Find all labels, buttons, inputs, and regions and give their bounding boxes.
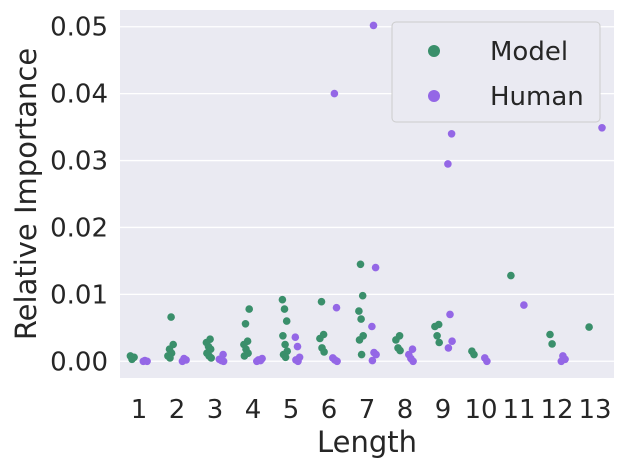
point-model xyxy=(317,297,326,306)
point-human xyxy=(446,310,454,319)
point-human xyxy=(219,357,228,366)
point-human xyxy=(448,337,456,346)
point-model xyxy=(126,352,135,360)
x-tick-label: 4 xyxy=(245,395,262,425)
point-model xyxy=(279,332,287,340)
point-human xyxy=(252,357,261,366)
point-human xyxy=(598,124,606,132)
legend-marker-model xyxy=(428,45,440,57)
point-model xyxy=(355,336,364,344)
point-human xyxy=(332,303,341,312)
x-tick-label: 5 xyxy=(283,395,300,425)
y-tick-label: 0.00 xyxy=(50,347,108,377)
x-tick-label: 6 xyxy=(321,395,338,425)
point-human xyxy=(178,357,187,366)
point-human xyxy=(291,333,300,342)
point-model xyxy=(316,334,324,343)
point-human xyxy=(293,342,302,351)
point-model xyxy=(240,352,249,360)
point-human xyxy=(408,345,417,354)
point-model xyxy=(507,271,515,280)
point-model xyxy=(167,313,175,321)
point-model xyxy=(357,315,365,323)
x-tick-label: 13 xyxy=(578,395,611,425)
x-tick-label: 8 xyxy=(397,395,414,425)
point-model xyxy=(357,350,366,359)
y-tick-label: 0.04 xyxy=(50,80,108,110)
point-human xyxy=(368,322,376,331)
x-tick-label: 11 xyxy=(502,395,535,425)
point-human xyxy=(372,350,380,359)
point-model xyxy=(281,353,290,362)
legend-label-model: Model xyxy=(490,37,568,67)
legend-marker-human xyxy=(428,90,440,102)
point-model xyxy=(320,348,328,356)
point-human xyxy=(330,89,339,98)
x-tick-labels: 1 2 3 4 5 6 7 8 9 10 11 12 13 xyxy=(131,395,612,425)
y-tick-labels: 0.00 0.01 0.02 0.03 0.04 0.05 xyxy=(50,13,108,378)
y-tick-label: 0.03 xyxy=(50,147,108,177)
point-model xyxy=(241,320,250,328)
point-model xyxy=(433,332,441,340)
point-human xyxy=(294,357,302,366)
point-model xyxy=(278,295,287,304)
y-tick-label: 0.02 xyxy=(50,213,108,243)
legend: Model Human xyxy=(391,21,601,123)
point-human xyxy=(483,357,491,366)
point-human xyxy=(333,357,341,366)
x-axis-title: Length xyxy=(317,425,417,459)
point-human xyxy=(139,357,148,366)
y-tick-label: 0.05 xyxy=(50,13,108,43)
point-model xyxy=(207,354,215,362)
x-tick-label: 10 xyxy=(464,395,497,425)
y-axis-title: Relative Importance xyxy=(9,48,43,340)
point-model xyxy=(358,291,367,300)
y-tick-label: 0.01 xyxy=(50,280,108,310)
x-tick-label: 9 xyxy=(435,395,452,425)
point-human xyxy=(368,356,377,365)
point-model xyxy=(546,330,554,339)
point-model xyxy=(356,260,365,269)
point-model xyxy=(282,317,291,325)
point-model xyxy=(245,305,253,313)
point-model xyxy=(431,322,439,331)
x-tick-label: 12 xyxy=(540,395,573,425)
point-human xyxy=(447,130,456,138)
point-human xyxy=(444,344,453,352)
point-model xyxy=(280,305,289,313)
point-human xyxy=(520,301,528,309)
point-human xyxy=(369,21,378,30)
point-model xyxy=(392,336,400,344)
point-model xyxy=(585,323,593,331)
x-tick-label: 7 xyxy=(359,395,376,425)
legend-box xyxy=(391,21,601,123)
x-tick-label: 1 xyxy=(131,395,148,425)
data-points xyxy=(126,21,606,366)
x-tick-label: 3 xyxy=(207,395,224,425)
point-model xyxy=(470,350,478,359)
point-model xyxy=(435,338,444,347)
point-model xyxy=(355,307,363,315)
point-human xyxy=(409,357,417,366)
legend-label-human: Human xyxy=(490,82,584,112)
point-model xyxy=(548,340,556,348)
point-model xyxy=(166,354,174,362)
point-human xyxy=(444,160,452,168)
point-model xyxy=(281,340,289,349)
point-human xyxy=(371,263,380,272)
point-model xyxy=(396,346,404,355)
x-tick-label: 2 xyxy=(169,395,186,425)
point-human xyxy=(557,357,566,366)
